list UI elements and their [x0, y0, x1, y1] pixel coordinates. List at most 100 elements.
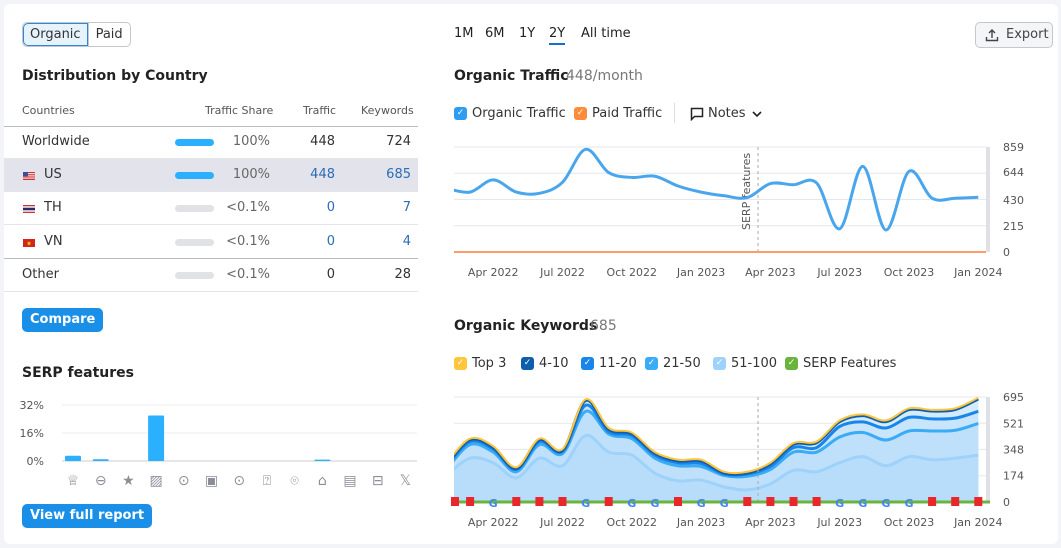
traffic-value: 448: [310, 134, 335, 149]
news-icon[interactable]: ▤: [343, 473, 356, 489]
x-tick-label: Oct 2023: [884, 266, 935, 279]
legend-label: 4-10: [539, 356, 569, 371]
red-flag-icon: [451, 497, 459, 506]
organic-tab[interactable]: Organic: [23, 23, 88, 46]
country-row[interactable]: TH <0.1% 0 7: [4, 192, 418, 225]
checkbox-icon: ✓: [581, 357, 594, 370]
traffic-value[interactable]: 0: [326, 234, 335, 249]
red-flag-icon: [674, 497, 682, 506]
faq-icon[interactable]: ⍰: [263, 473, 271, 489]
x-tick-label: Apr 2022: [468, 266, 519, 279]
google-icon: G: [720, 497, 729, 510]
legend-label: Organic Traffic: [472, 106, 566, 121]
export-button[interactable]: Export: [975, 22, 1053, 48]
distribution-title: Distribution by Country: [22, 68, 208, 84]
link-icon[interactable]: ⊖: [95, 473, 107, 489]
google-icon: G: [858, 497, 867, 510]
compare-button[interactable]: Compare: [22, 308, 104, 332]
red-flag-icon: [812, 497, 821, 506]
keywords-value[interactable]: 4: [402, 234, 411, 249]
traffic-share: <0.1%: [226, 234, 270, 249]
image-icon[interactable]: ▨: [149, 473, 162, 489]
notes-dropdown[interactable]: Notes: [690, 106, 763, 121]
range-1m[interactable]: 1M: [454, 26, 474, 41]
google-icon: G: [489, 497, 498, 510]
legend-label: Top 3: [472, 356, 507, 371]
range-1y[interactable]: 1Y: [519, 26, 536, 41]
line-51-100: [454, 433, 979, 492]
location-pin-icon[interactable]: ⌾: [290, 473, 299, 489]
export-label: Export: [1006, 27, 1049, 42]
traffic-value[interactable]: 448: [310, 167, 335, 182]
legend-organic-traffic[interactable]: ✓ Organic Traffic: [454, 106, 566, 121]
traffic-share-bar: [175, 239, 214, 246]
x-tick-label: Jul 2023: [816, 516, 862, 529]
country-name: Worldwide: [22, 134, 90, 149]
traffic-value[interactable]: 0: [326, 200, 335, 215]
graduation-cap-icon[interactable]: ⌂: [318, 473, 327, 489]
vn-flag-icon: [23, 239, 35, 247]
legend-21-50[interactable]: ✓ 21-50: [645, 356, 701, 371]
legend-4-10[interactable]: ✓ 4-10: [521, 356, 569, 371]
video-icon[interactable]: ⊙: [178, 473, 190, 489]
legend-top-3[interactable]: ✓ Top 3: [454, 356, 506, 371]
serp-feature-bar: [92, 459, 109, 461]
country-row[interactable]: Worldwide 100% 448 724: [4, 126, 418, 159]
red-flag-icon: [604, 497, 613, 506]
legend-11-20[interactable]: ✓ 11-20: [581, 356, 637, 371]
y-tick-label: 174: [1003, 470, 1024, 483]
legend-paid-traffic[interactable]: ✓ Paid Traffic: [574, 106, 662, 121]
country-name: Other: [22, 267, 59, 282]
notes-label: Notes: [708, 106, 746, 121]
star-icon[interactable]: ★: [122, 473, 135, 489]
x-tick-label: Oct 2022: [607, 516, 658, 529]
x-tick-label: Jan 2023: [676, 516, 725, 529]
area-51-100: [454, 435, 979, 502]
google-icon: G: [904, 497, 913, 510]
legend-label: Paid Traffic: [592, 106, 663, 121]
legend-51-100[interactable]: ✓ 51-100: [713, 356, 777, 371]
video-carousel-icon[interactable]: ▣: [205, 473, 218, 489]
country-row[interactable]: VN <0.1% 0 4: [4, 226, 418, 259]
annotation-label: SERP features: [740, 153, 753, 230]
country-name[interactable]: TH: [44, 200, 62, 215]
x-twitter-icon[interactable]: 𝕏: [400, 473, 411, 489]
crown-icon[interactable]: ♕: [67, 473, 80, 489]
traffic-share-bar: [175, 205, 214, 212]
line-21-50: [454, 409, 979, 479]
legend-label: SERP Features: [803, 356, 897, 371]
range-6m[interactable]: 6M: [485, 26, 505, 41]
legend-label: 11-20: [599, 356, 637, 371]
organic-traffic-title: Organic Traffic: [454, 68, 569, 84]
google-icon: G: [697, 497, 706, 510]
country-name[interactable]: US: [44, 167, 62, 182]
y-tick-label: 521: [1003, 417, 1024, 430]
organic-traffic-value: 448/month: [566, 68, 643, 84]
briefcase-icon[interactable]: ⊟: [372, 473, 384, 489]
range-2y[interactable]: 2Y: [549, 26, 566, 45]
red-flag-icon: [789, 497, 798, 506]
traffic-share-bar: [175, 172, 214, 179]
legend-serp-features[interactable]: ✓ SERP Features: [785, 356, 896, 371]
organic-keywords-value: 685: [590, 318, 617, 334]
keywords-value[interactable]: 7: [402, 200, 411, 215]
us-flag-icon: [23, 172, 35, 180]
red-flag-icon: [466, 497, 475, 506]
serp-features-title: SERP features: [22, 365, 134, 381]
country-row[interactable]: Other <0.1% 0 28: [4, 259, 418, 292]
col-traffic: Traffic: [303, 104, 337, 117]
chart-edge: [986, 397, 990, 502]
organic-paid-toggle[interactable]: Organic Paid: [22, 22, 131, 47]
country-row[interactable]: US 100% 448 685: [4, 159, 418, 192]
organic-keywords-title: Organic Keywords: [454, 318, 598, 334]
country-name[interactable]: VN: [44, 234, 63, 249]
keywords-value[interactable]: 685: [386, 167, 411, 182]
serp-feature-bar: [65, 455, 81, 461]
range-all-time[interactable]: All time: [581, 26, 631, 41]
paid-tab[interactable]: Paid: [87, 23, 130, 46]
view-full-report-button[interactable]: View full report: [22, 504, 153, 528]
checkbox-icon: ✓: [574, 107, 587, 120]
col-keywords: Keywords: [361, 104, 414, 117]
featured-video-icon[interactable]: ⊙: [233, 473, 245, 489]
y-tick-label: 644: [1003, 166, 1024, 179]
